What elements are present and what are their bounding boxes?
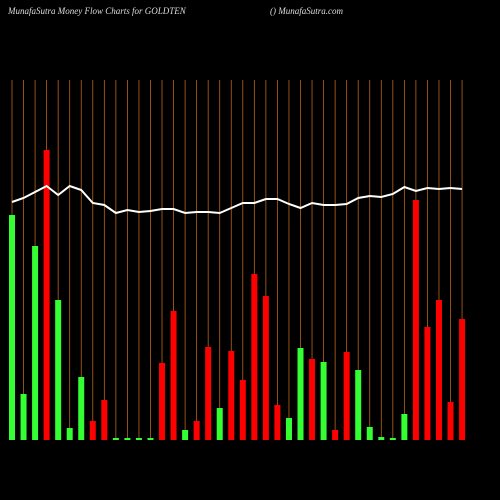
bar (20, 394, 27, 440)
bar (297, 348, 304, 440)
chart-subtitle: () MunafaSutra.com (270, 6, 343, 16)
bar (412, 200, 419, 440)
bar (147, 438, 154, 440)
bar (112, 438, 119, 440)
bar (228, 351, 235, 440)
bar (43, 150, 50, 440)
bar (89, 421, 96, 440)
bar (182, 430, 189, 440)
bar (170, 311, 177, 440)
bar (101, 400, 108, 440)
bar (447, 402, 454, 440)
bar (366, 427, 373, 440)
bar (193, 421, 200, 440)
bar (78, 377, 85, 440)
bar (159, 363, 166, 440)
bar (309, 359, 316, 440)
bar (285, 418, 292, 440)
bar (320, 362, 327, 440)
bar (435, 300, 442, 440)
bar (401, 414, 408, 440)
bar (124, 438, 131, 440)
bar (55, 300, 62, 440)
bar (389, 438, 396, 440)
bar (262, 296, 269, 440)
money-flow-line (11, 184, 463, 215)
chart-title: MunafaSutra Money Flow Charts for GOLDTE… (7, 6, 187, 16)
bar (355, 370, 362, 440)
bar (66, 428, 73, 440)
bar (251, 274, 258, 440)
bar (135, 438, 142, 440)
bar (239, 380, 246, 440)
bar (378, 437, 385, 440)
bar (216, 408, 223, 440)
bar (459, 319, 466, 440)
bar (9, 215, 15, 440)
bar (274, 405, 281, 440)
bar (424, 327, 431, 440)
bar (32, 246, 39, 440)
bar (205, 347, 212, 440)
bar (343, 352, 350, 440)
bar (332, 430, 339, 440)
